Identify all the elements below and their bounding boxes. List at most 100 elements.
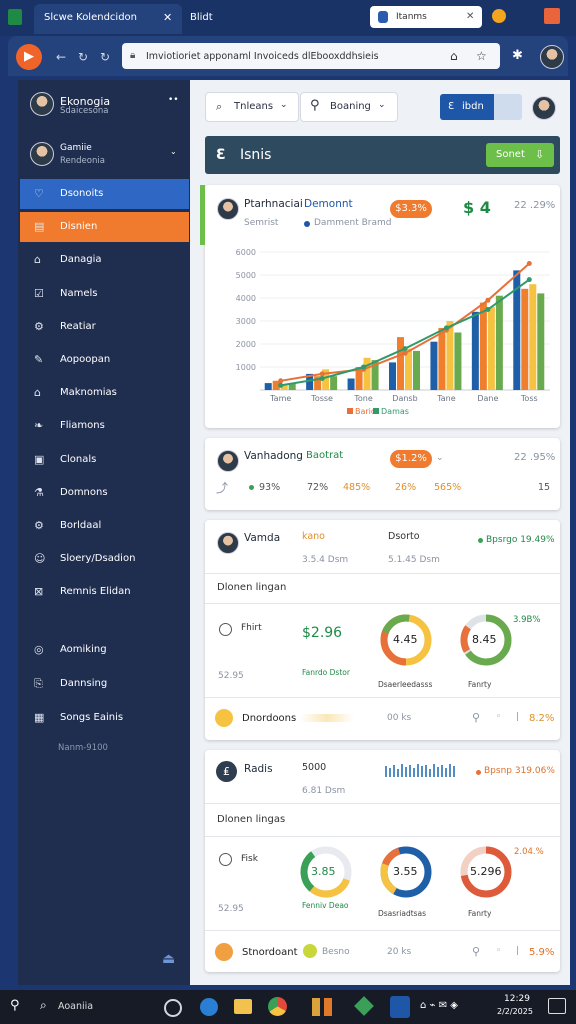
legend-label: Damas <box>381 407 409 416</box>
more-icon[interactable]: •• <box>168 95 179 105</box>
profile-avatar <box>30 142 54 166</box>
status-dot <box>249 485 254 490</box>
user-avatar[interactable] <box>532 96 556 120</box>
menu-label: Maknomias <box>60 387 117 399</box>
search-box[interactable] <box>370 6 482 28</box>
menu-item[interactable]: ⚙ Reatiar <box>20 312 189 342</box>
dot-icon[interactable]: ◦ <box>496 946 502 956</box>
y-tick-label: 4000 <box>236 294 256 303</box>
donut <box>380 846 432 898</box>
menu-item[interactable]: ▦ Songs Eainis <box>20 703 189 733</box>
trend-dot <box>478 538 483 543</box>
foot-value: Dsaerleedasss <box>378 680 433 689</box>
tab-close[interactable]: ✕ <box>163 11 173 24</box>
sidebar-footer: Nanm-9100 <box>58 743 108 753</box>
column-title: Dsorto <box>388 531 420 542</box>
tray-icons[interactable]: ⌂ ⌁ ✉ ◈ <box>420 1000 458 1011</box>
x-tick-label: Dane <box>477 394 498 403</box>
donut-label: 3.85 <box>311 865 336 878</box>
extension-icon[interactable] <box>544 8 560 24</box>
dot-icon[interactable]: ◦ <box>496 712 502 722</box>
menu-item[interactable]: ▤ Disnien <box>20 212 189 243</box>
header-button[interactable] <box>486 143 554 167</box>
legend-swatch <box>347 408 353 414</box>
menu-item[interactable]: ✎ Aopoopan <box>20 345 189 375</box>
forward-button[interactable]: ↻ <box>78 50 89 64</box>
search-close[interactable]: ✕ <box>466 11 475 22</box>
pin-icon[interactable]: ⚲ <box>472 711 481 724</box>
bookmark-icon[interactable]: ☆ <box>476 49 487 63</box>
header-icon: Ɛ <box>216 147 226 163</box>
divider <box>205 803 560 804</box>
menu-icon: ▤ <box>34 220 45 234</box>
x-tick-label: Dansb <box>392 394 417 403</box>
radio[interactable] <box>219 853 232 866</box>
notifications[interactable] <box>548 998 566 1014</box>
line-point <box>278 382 284 388</box>
line-point <box>319 376 325 381</box>
pin-icon[interactable]: ⚲ <box>472 945 481 958</box>
filter-label: Tnleans <box>234 101 274 112</box>
radio[interactable] <box>219 623 232 636</box>
taskbar-icon[interactable] <box>164 999 182 1017</box>
menu-item[interactable]: ☺ Sloery/Dsadion <box>20 544 189 574</box>
tab-title: Slcwe Kolendcidon <box>44 12 138 23</box>
menu-item[interactable]: ▣ Clonals <box>20 445 189 475</box>
taskbar-icon[interactable] <box>312 998 320 1016</box>
bar <box>371 360 379 390</box>
tab[interactable] <box>34 4 182 34</box>
filter-dropdown[interactable] <box>300 92 398 122</box>
button-dropdown[interactable] <box>494 94 522 120</box>
menu-item[interactable]: ⌂ Danagia <box>20 245 189 275</box>
menu-item[interactable]: ⎘ Dannsing <box>20 669 189 699</box>
card-title: Radis <box>244 763 273 775</box>
menu-item[interactable]: ♡ Dsonoits <box>20 179 189 209</box>
extensions-icon[interactable]: ✱ <box>512 48 523 63</box>
menu-item[interactable]: ⚙ Borldaal <box>20 511 189 541</box>
bar <box>264 383 272 390</box>
taskbar-search[interactable]: Aoaniia <box>58 1001 94 1012</box>
menu-item[interactable]: ☑ Namels <box>20 279 189 309</box>
extension-icon[interactable] <box>492 9 506 23</box>
taskbar-icon[interactable] <box>324 998 332 1016</box>
section-title: Dlonen lingas <box>217 814 286 825</box>
row-icon <box>215 943 233 961</box>
reload-button[interactable]: ↻ <box>100 50 111 64</box>
action-button[interactable] <box>440 94 494 120</box>
start-button[interactable]: ⚲ <box>10 998 20 1013</box>
menu-item[interactable]: ⚗ Domnons <box>20 478 189 508</box>
bar <box>521 288 529 390</box>
tab-title[interactable]: Blidt <box>190 12 213 23</box>
taskbar-icon[interactable] <box>200 998 218 1016</box>
back-button[interactable]: ← <box>56 50 67 64</box>
column-sub: 6.81 Dsm <box>302 786 346 796</box>
url-field[interactable] <box>122 43 500 69</box>
taskbar-icon[interactable] <box>234 999 252 1014</box>
share-icon[interactable]: ⌂ <box>450 49 458 63</box>
menu-item[interactable]: ❧ Fliamons <box>20 411 189 441</box>
menu-label: Remnis Elidan <box>60 586 131 598</box>
line-point <box>402 350 408 356</box>
y-tick-label: 6000 <box>236 248 256 257</box>
browser-logo[interactable] <box>16 44 42 70</box>
menu-item[interactable]: ⌂ Maknomias <box>20 378 189 408</box>
collapse-icon[interactable]: ⏏ <box>162 951 176 967</box>
search-icon[interactable]: ⌕ <box>40 998 47 1012</box>
menu-icon: ⊠ <box>34 585 44 599</box>
profile-avatar <box>30 92 54 116</box>
row-mid: 20 ks <box>387 947 412 957</box>
menu-item[interactable]: ◎ Aomiking <box>20 635 189 665</box>
divider <box>205 697 560 698</box>
profile-avatar[interactable] <box>540 45 564 69</box>
x-tick-label: Tone <box>353 394 372 403</box>
line-point <box>443 325 449 331</box>
taskbar-icon-active[interactable] <box>390 996 410 1018</box>
filter-dropdown[interactable] <box>205 92 299 122</box>
column-sub: 5.1.45 Dsm <box>388 555 440 565</box>
search-text: Itanms <box>396 12 427 22</box>
taskbar-icon[interactable] <box>268 997 287 1016</box>
menu-item[interactable]: ⊠ Remnis Elidan <box>20 577 189 607</box>
button-icon: Ɛ <box>448 101 455 112</box>
menu-icon: ◎ <box>34 643 44 656</box>
